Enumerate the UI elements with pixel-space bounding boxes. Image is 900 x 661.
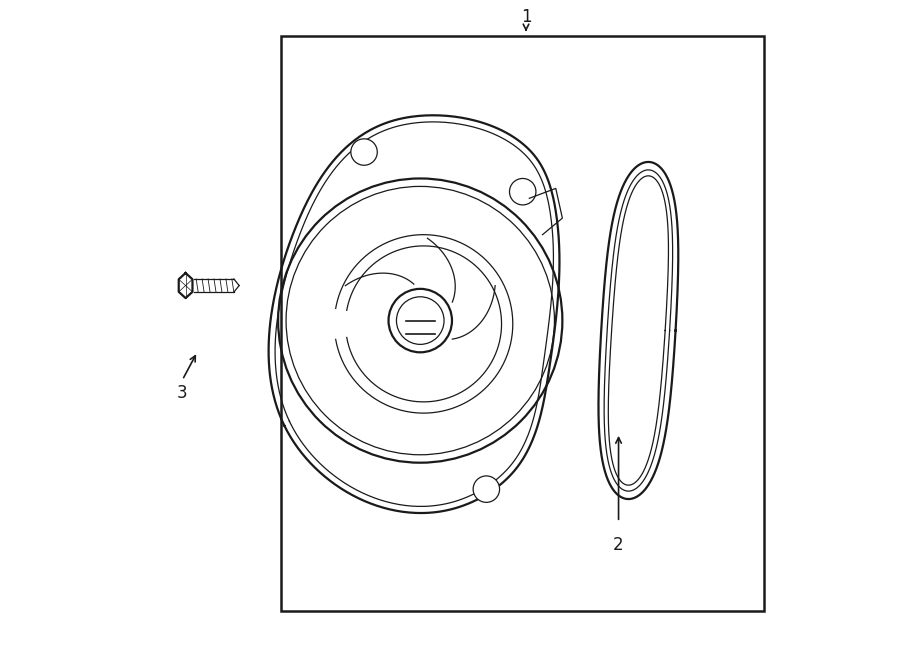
Bar xyxy=(282,36,764,611)
Circle shape xyxy=(509,178,536,205)
Text: 1: 1 xyxy=(521,7,531,26)
Circle shape xyxy=(473,476,500,502)
Circle shape xyxy=(286,186,554,455)
Circle shape xyxy=(351,139,377,165)
Text: 3: 3 xyxy=(177,384,187,403)
Text: 2: 2 xyxy=(613,536,624,555)
